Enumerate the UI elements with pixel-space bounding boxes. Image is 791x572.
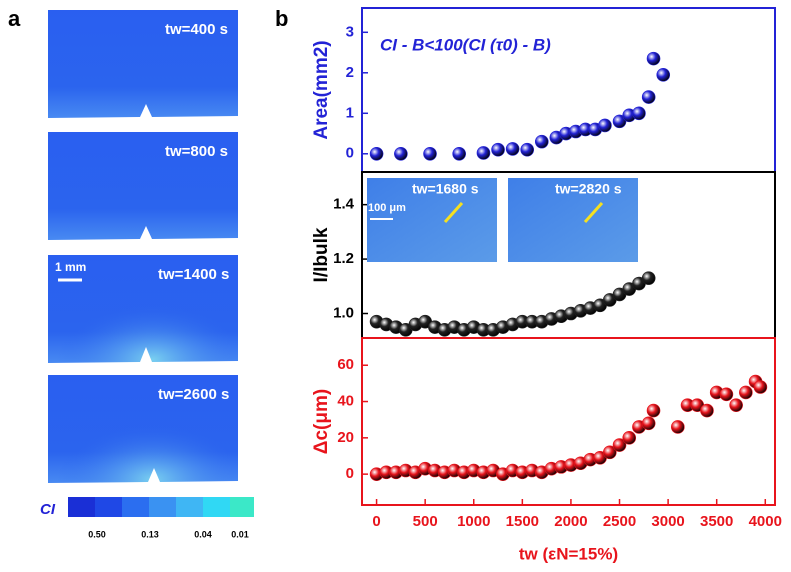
panel-label: b: [275, 6, 288, 31]
image-glow: [48, 375, 238, 485]
colorbar-label: CI: [40, 501, 56, 518]
point: [700, 403, 714, 418]
x-tick-label: 3500: [700, 513, 733, 530]
point: [505, 142, 520, 156]
y-tick-label: 20: [337, 429, 354, 446]
y-tick-label: 1.2: [333, 250, 354, 267]
point: [369, 146, 384, 161]
point: [671, 420, 685, 434]
point: [646, 51, 661, 66]
x-tick-label: 2000: [554, 513, 587, 530]
color-step: [68, 497, 95, 517]
x-tick-label: 1000: [457, 513, 490, 530]
y-axis-label: Area(mm2): [311, 40, 332, 139]
notch: [48, 468, 238, 486]
arrow: [443, 201, 464, 224]
y-axis-label: Δc(μm): [311, 389, 332, 454]
colorbar-tick: 0.01: [231, 529, 249, 539]
annotation: CI - B<100(CI (τ0) - B): [380, 35, 551, 54]
y-tick-label: 60: [337, 356, 354, 373]
image-label: tw=400 s: [165, 21, 228, 38]
axes-frame: [361, 7, 776, 173]
color-step: [176, 497, 203, 517]
colorbar-tick: 0.13: [141, 529, 159, 539]
plots: 0 1 2 3 Area(mm2) CI - B<100(CI (τ0) - B) 1.0 1…: [311, 7, 782, 563]
color-step: [95, 497, 122, 517]
point: [739, 385, 753, 400]
point: [729, 398, 743, 412]
point: [632, 106, 646, 121]
point: [476, 146, 491, 160]
colorbar-tick: 0.04: [194, 529, 212, 539]
image-glow: [48, 255, 238, 365]
x-tick-label: 2500: [603, 513, 636, 530]
panel-label: a: [8, 6, 21, 31]
point: [719, 387, 734, 402]
point: [598, 118, 612, 133]
colorbar: CI 0.50 0.13 0.04 0.01: [40, 497, 254, 539]
point: [602, 445, 617, 460]
image: [48, 132, 238, 242]
notch: [48, 104, 238, 121]
color-step: [149, 497, 176, 517]
inset-image: [508, 178, 638, 262]
point: [641, 90, 656, 104]
image-label: tw=1400 s: [158, 266, 229, 283]
y-tick-label: 0: [346, 145, 354, 162]
image-label: tw=800 s: [165, 143, 228, 160]
point: [612, 114, 627, 129]
x-tick-label: 0: [372, 513, 380, 530]
y-axis-label: I/Ibulk: [311, 227, 332, 282]
arrow: [583, 201, 604, 224]
y-tick-label: 1.4: [333, 196, 355, 213]
point: [520, 142, 535, 157]
scale-bar-label: 1 mm: [55, 260, 86, 274]
inset-label: tw=2820 s: [555, 181, 622, 197]
color-step: [230, 497, 254, 517]
color-step: [203, 497, 230, 517]
y-tick-label: 1.0: [333, 304, 354, 321]
y-tick-label: 2: [346, 64, 354, 81]
point: [612, 438, 627, 452]
notch: [48, 347, 238, 366]
axes-frame: [361, 337, 776, 506]
inset-label: tw=1680 s: [412, 181, 479, 197]
notch: [48, 226, 238, 243]
point: [753, 380, 768, 394]
point: [394, 146, 408, 161]
point: [622, 431, 637, 445]
x-tick-label: 4000: [749, 513, 782, 530]
insets: tw=1680 s tw=2820 s 100 μm: [367, 178, 638, 262]
image: [48, 10, 238, 120]
point: [491, 142, 505, 157]
y-tick-label: 40: [337, 393, 354, 410]
color-step: [122, 497, 149, 517]
point: [452, 146, 466, 161]
point: [646, 403, 661, 418]
x-axis-label: tw (εN=15%): [519, 544, 618, 563]
micrographs: tw=400 s tw=800 s tw=1400 s tw=2600 s 1 …: [48, 10, 238, 486]
point: [641, 416, 656, 431]
point: [423, 146, 437, 161]
colorbar-tick: 0.50: [88, 529, 106, 539]
point: [641, 271, 656, 285]
y-tick-label: 1: [346, 104, 354, 121]
x-tick-label: 500: [413, 513, 438, 530]
x-tick-label: 1500: [506, 513, 539, 530]
x-tick-label: 3000: [651, 513, 684, 530]
point: [534, 134, 549, 149]
image-label: tw=2600 s: [158, 386, 229, 403]
y-tick-label: 3: [346, 23, 354, 40]
scale-bar-label: 100 μm: [368, 202, 406, 214]
point: [656, 68, 671, 82]
y-tick-label: 0: [346, 465, 354, 482]
